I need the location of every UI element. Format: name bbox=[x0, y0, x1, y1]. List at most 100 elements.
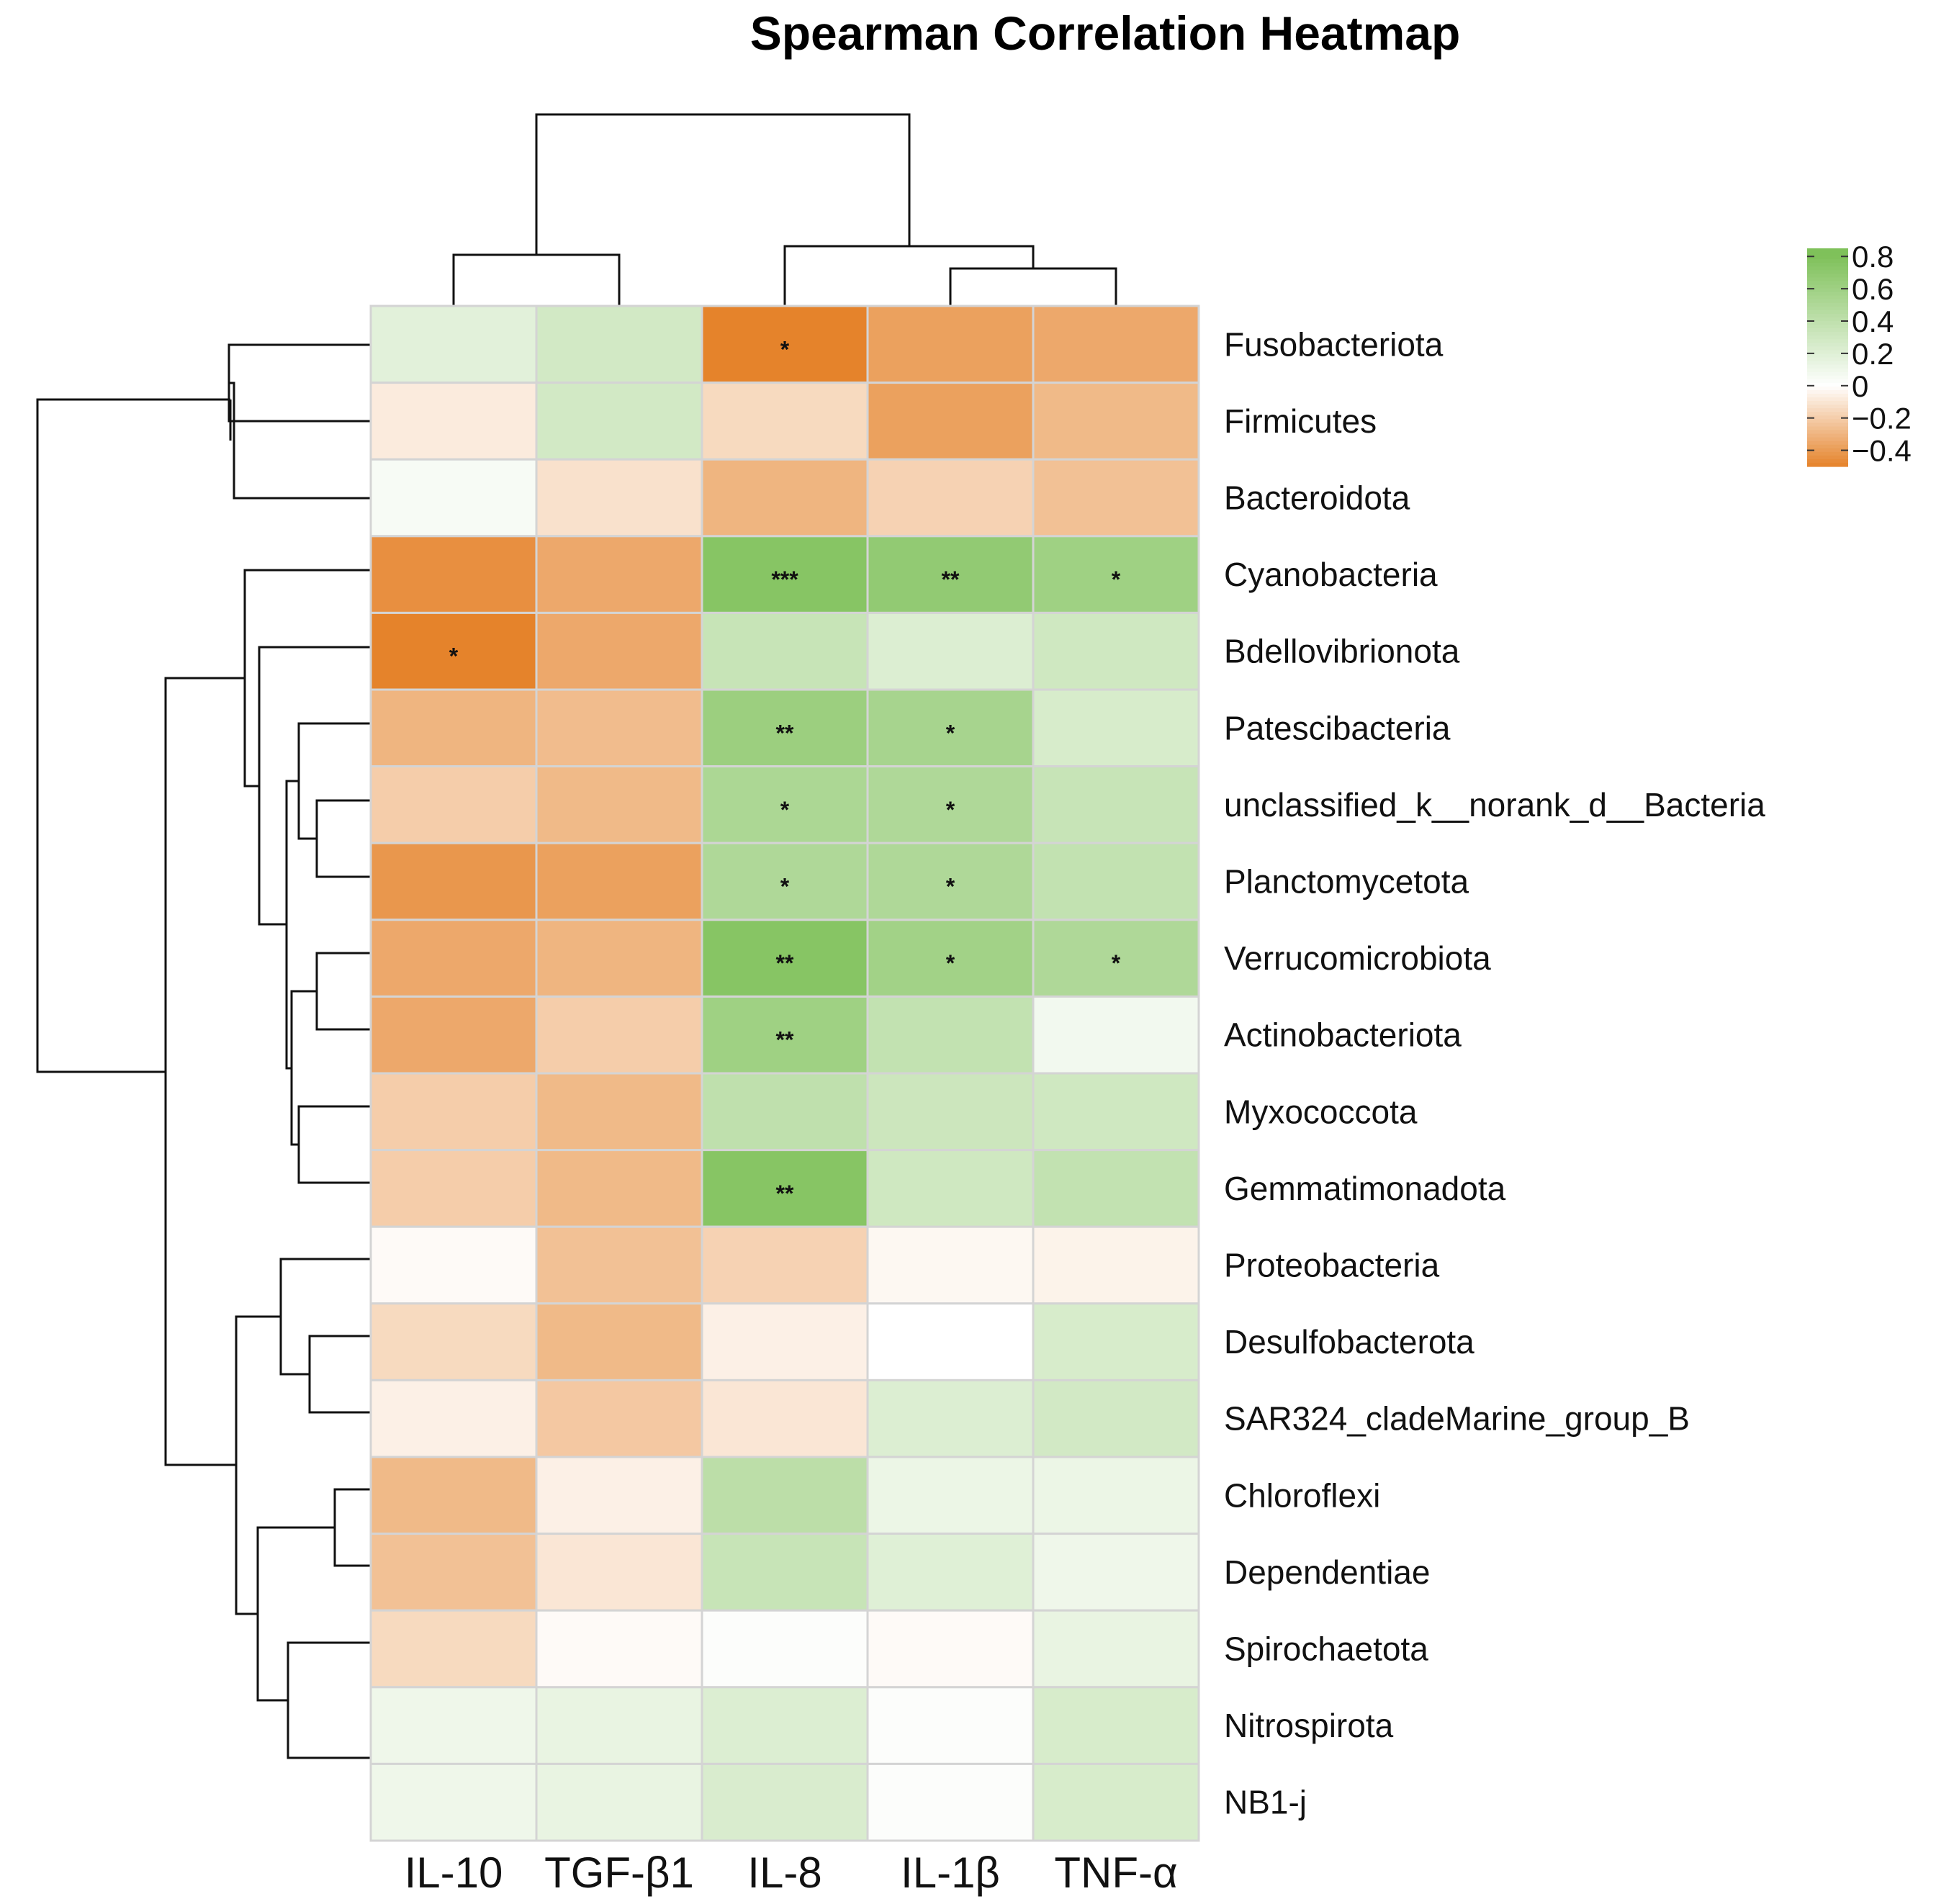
legend-color-segment bbox=[1807, 386, 1848, 391]
column-label: IL-8 bbox=[747, 1849, 821, 1897]
heatmap-cell bbox=[1032, 1456, 1200, 1535]
heatmap-cell bbox=[535, 1225, 703, 1305]
legend-color-segment bbox=[1807, 459, 1848, 464]
legend-tick-label: 0.8 bbox=[1852, 240, 1894, 274]
heatmap-cell bbox=[866, 1762, 1035, 1842]
heatmap-cell bbox=[701, 1302, 869, 1381]
heatmap-cell bbox=[866, 1072, 1035, 1152]
legend-color-segment bbox=[1807, 259, 1848, 263]
row-label: Myxococcota bbox=[1224, 1093, 1418, 1130]
legend-color-segment bbox=[1807, 248, 1848, 253]
heatmap-cell bbox=[866, 304, 1035, 384]
row-label: Verrucomicrobiota bbox=[1224, 939, 1491, 977]
heatmap-cell bbox=[535, 611, 703, 691]
heatmap-cell bbox=[535, 382, 703, 461]
row-labels: Fusobacteriota Firmicutes Bacteroidota Cyan… bbox=[1224, 325, 1765, 1820]
heatmap-cell bbox=[369, 1379, 538, 1458]
legend-color-segment bbox=[1807, 437, 1848, 442]
heatmap-cell bbox=[701, 1379, 869, 1458]
legend-color-segment bbox=[1807, 433, 1848, 438]
legend-color-segment bbox=[1807, 441, 1848, 446]
significance-star: ** bbox=[776, 950, 794, 976]
legend-color-segment bbox=[1807, 394, 1848, 398]
heatmap-cell bbox=[701, 995, 869, 1075]
heatmap-cell bbox=[1032, 382, 1200, 461]
heatmap-cell bbox=[701, 688, 869, 768]
legend-color-segment bbox=[1807, 357, 1848, 362]
heatmap-cell bbox=[535, 1302, 703, 1381]
heatmap-cell bbox=[866, 458, 1035, 538]
significance-star: * bbox=[946, 797, 955, 823]
legend-color-segment bbox=[1807, 375, 1848, 380]
row-label: Spirochaetota bbox=[1224, 1630, 1428, 1668]
row-dendro-link bbox=[315, 799, 371, 878]
heatmap-cell bbox=[535, 688, 703, 768]
heatmap-cell bbox=[1032, 611, 1200, 691]
legend-color-segment bbox=[1807, 371, 1848, 376]
col-dendro-link bbox=[535, 113, 911, 255]
significance-star: * bbox=[780, 797, 790, 823]
legend-color-segment bbox=[1807, 462, 1848, 467]
legend-color-segment bbox=[1807, 401, 1848, 405]
row-dendro-link bbox=[297, 722, 371, 840]
column-label: TGF-β1 bbox=[544, 1849, 694, 1897]
heatmap-cell bbox=[535, 765, 703, 844]
heatmap-cell bbox=[535, 1609, 703, 1689]
heatmap-cell bbox=[866, 1149, 1035, 1228]
heatmap-cell bbox=[369, 919, 538, 998]
heatmap-cell bbox=[866, 1686, 1035, 1765]
legend-color-segment bbox=[1807, 266, 1848, 271]
legend-color-segment bbox=[1807, 412, 1848, 416]
legend-color-segment bbox=[1807, 382, 1848, 387]
heatmap-cell bbox=[701, 1456, 869, 1535]
row-dendro-link bbox=[297, 1105, 371, 1184]
row-dendro-link bbox=[315, 952, 371, 1031]
row-label: Actinobacteriota bbox=[1224, 1016, 1462, 1054]
significance-star: ** bbox=[776, 720, 794, 746]
row-dendro-link bbox=[243, 569, 371, 788]
row-label: Gemmatimonadota bbox=[1224, 1170, 1506, 1207]
legend-color-segment bbox=[1807, 455, 1848, 460]
heatmap-cell bbox=[1032, 1609, 1200, 1689]
legend-color-segment bbox=[1807, 313, 1848, 318]
heatmap-cell bbox=[369, 1302, 538, 1381]
heatmap-cell bbox=[1032, 535, 1200, 614]
row-label: Firmicutes bbox=[1224, 402, 1377, 440]
row-dendro-link bbox=[229, 382, 371, 500]
legend-color-segment bbox=[1807, 343, 1848, 347]
heatmap-cell bbox=[866, 1302, 1035, 1381]
legend-color-segment bbox=[1807, 361, 1848, 366]
heatmap-cell bbox=[866, 1456, 1035, 1535]
heatmap-cell bbox=[1032, 919, 1200, 998]
column-label: IL-1β bbox=[901, 1849, 1000, 1897]
row-label: Chloroflexi bbox=[1224, 1476, 1380, 1514]
legend-color-segment bbox=[1807, 299, 1848, 304]
row-label: Bacteroidota bbox=[1224, 479, 1410, 517]
heatmap-cell bbox=[369, 1225, 538, 1305]
heatmap-cell bbox=[535, 535, 703, 614]
significance-star: * bbox=[780, 336, 790, 362]
heatmap-cell bbox=[369, 1762, 538, 1842]
row-dendro-link bbox=[256, 1526, 335, 1702]
col-dendro-link bbox=[783, 245, 1035, 306]
heatmap-cell bbox=[369, 842, 538, 921]
significance-star: * bbox=[946, 950, 955, 976]
legend-color-segment bbox=[1807, 310, 1848, 315]
heatmap-cell bbox=[535, 304, 703, 384]
heatmap-cell bbox=[1032, 1149, 1200, 1228]
significance-star: * bbox=[946, 874, 955, 900]
legend-color-segment bbox=[1807, 415, 1848, 420]
significance-star: ** bbox=[776, 1027, 794, 1053]
color-legend: 0.80.60.40.20−0.2−0.4 bbox=[1807, 240, 1912, 468]
heatmap-cell bbox=[701, 611, 869, 691]
legend-color-segment bbox=[1807, 288, 1848, 293]
heatmap-cell bbox=[1032, 688, 1200, 768]
legend-tick-label: 0 bbox=[1852, 369, 1868, 403]
row-label: Patescibacteria bbox=[1224, 709, 1451, 746]
significance-star: * bbox=[946, 720, 955, 746]
heatmap-cell bbox=[535, 1072, 703, 1152]
legend-color-segment bbox=[1807, 317, 1848, 322]
col-dendro-link bbox=[452, 253, 621, 306]
significance-star: * bbox=[780, 874, 790, 900]
legend-color-segment bbox=[1807, 405, 1848, 409]
